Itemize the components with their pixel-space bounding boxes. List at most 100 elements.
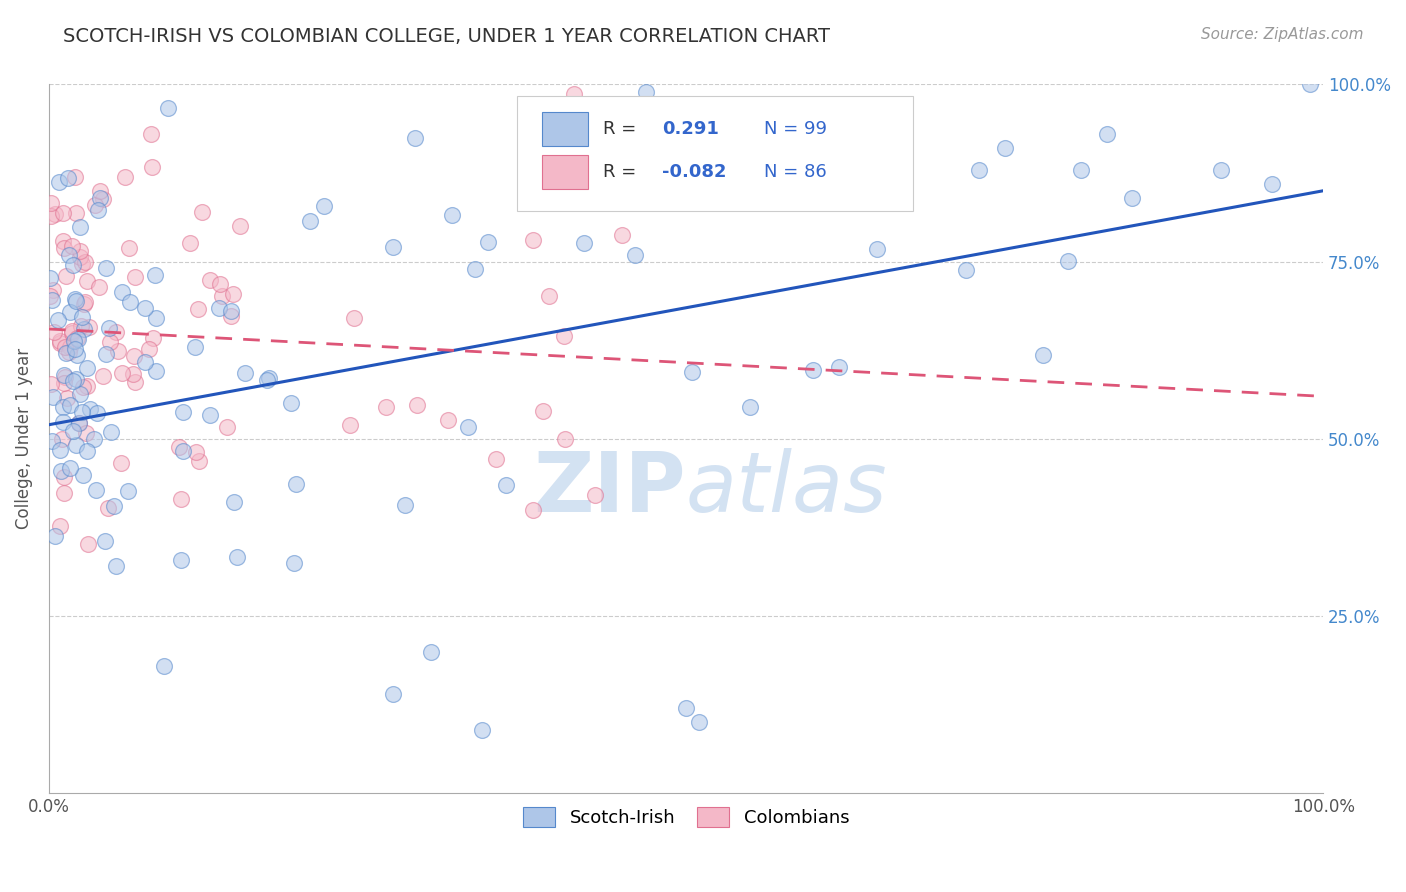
Point: [675, 701, 697, 715]
Point: [471, 723, 494, 737]
Point: [477, 235, 499, 249]
Point: [79, 401, 101, 416]
Point: [39, 195, 62, 210]
Point: [107, 343, 129, 358]
Point: [994, 141, 1017, 155]
Point: [72, 467, 94, 482]
Point: [49, 464, 72, 478]
Point: [145, 311, 167, 326]
Point: [339, 417, 361, 432]
Point: [1261, 177, 1284, 191]
Point: [298, 213, 321, 227]
Point: [374, 400, 396, 414]
Point: [186, 445, 208, 459]
Point: [110, 285, 132, 299]
Point: [142, 331, 165, 345]
Point: [1070, 162, 1092, 177]
Text: R =: R =: [603, 162, 643, 181]
Point: [42, 283, 65, 297]
Point: [440, 208, 463, 222]
Point: [562, 87, 585, 101]
Point: [52, 235, 75, 249]
Point: [208, 277, 231, 291]
Point: [955, 262, 977, 277]
Point: [191, 205, 214, 219]
Point: [65, 293, 87, 308]
Point: [58, 344, 80, 359]
Y-axis label: College, Under 1 year: College, Under 1 year: [15, 349, 32, 530]
Point: [87, 202, 110, 217]
Point: [67, 416, 90, 430]
Point: [681, 365, 703, 379]
Point: [49, 334, 72, 348]
Point: [59, 304, 82, 318]
Point: [86, 406, 108, 420]
Point: [69, 319, 91, 334]
Point: [62, 324, 84, 338]
Point: [583, 488, 606, 502]
Point: [53, 368, 76, 383]
Point: [91, 369, 114, 384]
Point: [41, 293, 63, 307]
Bar: [543, 154, 588, 188]
Point: [1032, 348, 1054, 362]
Point: [283, 556, 305, 570]
Point: [66, 331, 89, 345]
Point: [39, 377, 62, 392]
Point: [48, 336, 70, 351]
Point: [52, 401, 75, 415]
Point: [60, 326, 83, 341]
Point: [124, 375, 146, 389]
Point: [134, 355, 156, 369]
Point: [170, 492, 193, 507]
Point: [73, 296, 96, 310]
Point: [688, 715, 710, 730]
Point: [394, 498, 416, 512]
Point: [522, 234, 544, 248]
Point: [464, 261, 486, 276]
Point: [145, 364, 167, 378]
Point: [382, 240, 405, 254]
Text: SCOTCH-IRISH VS COLOMBIAN COLLEGE, UNDER 1 YEAR CORRELATION CHART: SCOTCH-IRISH VS COLOMBIAN COLLEGE, UNDER…: [63, 27, 831, 45]
Point: [139, 127, 162, 141]
Point: [53, 486, 76, 500]
Point: [314, 199, 336, 213]
Point: [118, 241, 141, 255]
Point: [51, 432, 73, 446]
Point: [280, 395, 302, 409]
Point: [94, 347, 117, 361]
Point: [1211, 162, 1233, 177]
Point: [1121, 191, 1143, 205]
Point: [343, 310, 366, 325]
Point: [122, 367, 145, 381]
Point: [63, 342, 86, 356]
Point: [58, 170, 80, 185]
Point: [208, 301, 231, 315]
Point: [42, 325, 65, 339]
Point: [59, 398, 82, 412]
Point: [967, 162, 990, 177]
Point: [59, 460, 82, 475]
Point: [73, 322, 96, 336]
Text: R =: R =: [603, 120, 643, 138]
Point: [143, 268, 166, 282]
Point: [134, 301, 156, 315]
Point: [634, 85, 657, 99]
Point: [65, 438, 87, 452]
Point: [382, 687, 405, 701]
Point: [224, 495, 246, 509]
Point: [69, 244, 91, 258]
Point: [55, 346, 77, 360]
Bar: [543, 112, 588, 146]
Point: [75, 294, 97, 309]
Text: Source: ZipAtlas.com: Source: ZipAtlas.com: [1201, 27, 1364, 42]
Text: N = 99: N = 99: [763, 120, 827, 138]
Point: [91, 192, 114, 206]
Point: [157, 101, 180, 115]
Point: [437, 413, 460, 427]
Point: [65, 206, 87, 220]
Point: [63, 170, 86, 185]
Point: [222, 287, 245, 301]
Point: [167, 440, 190, 454]
Point: [70, 405, 93, 419]
